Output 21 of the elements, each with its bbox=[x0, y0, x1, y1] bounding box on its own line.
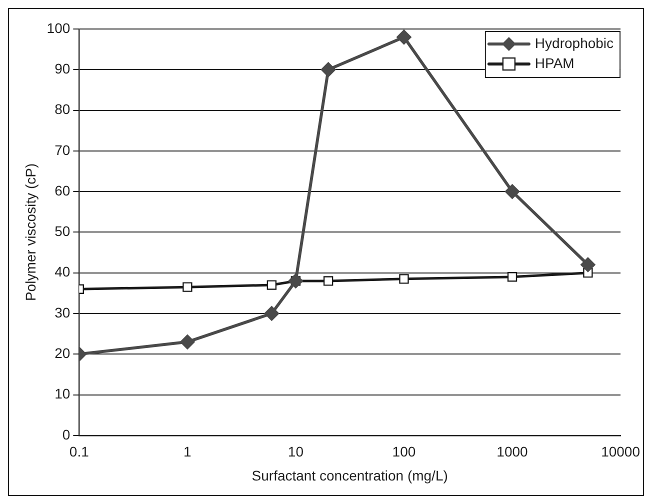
y-tick-label: 10 bbox=[54, 386, 70, 402]
y-tick-label: 100 bbox=[46, 20, 70, 36]
y-tick-label: 90 bbox=[54, 60, 70, 76]
legend-label: Hydrophobic bbox=[534, 34, 614, 51]
x-tick-label: 10000 bbox=[601, 444, 640, 460]
y-tick-label: 50 bbox=[54, 223, 70, 240]
y-tick-label: 40 bbox=[54, 264, 70, 280]
y-tick-label: 30 bbox=[54, 304, 70, 320]
x-axis-title: Surfactant concentration (mg/L) bbox=[252, 467, 448, 484]
x-tick-label: 1 bbox=[184, 444, 192, 460]
y-tick-label: 20 bbox=[54, 344, 70, 361]
x-tick-label: 1000 bbox=[496, 444, 528, 460]
y-tick-label: 70 bbox=[54, 142, 70, 158]
x-tick-label: 10 bbox=[288, 444, 304, 460]
y-tick-label: 60 bbox=[54, 182, 70, 198]
x-tick-label: 0.1 bbox=[69, 444, 90, 460]
legend-label: HPAM bbox=[534, 54, 574, 71]
x-tick-label: 100 bbox=[392, 444, 416, 460]
y-tick-label: 0 bbox=[62, 426, 70, 442]
y-axis-title: Polymer viscosity (cP) bbox=[22, 163, 38, 302]
y-tick-label: 80 bbox=[54, 101, 70, 118]
